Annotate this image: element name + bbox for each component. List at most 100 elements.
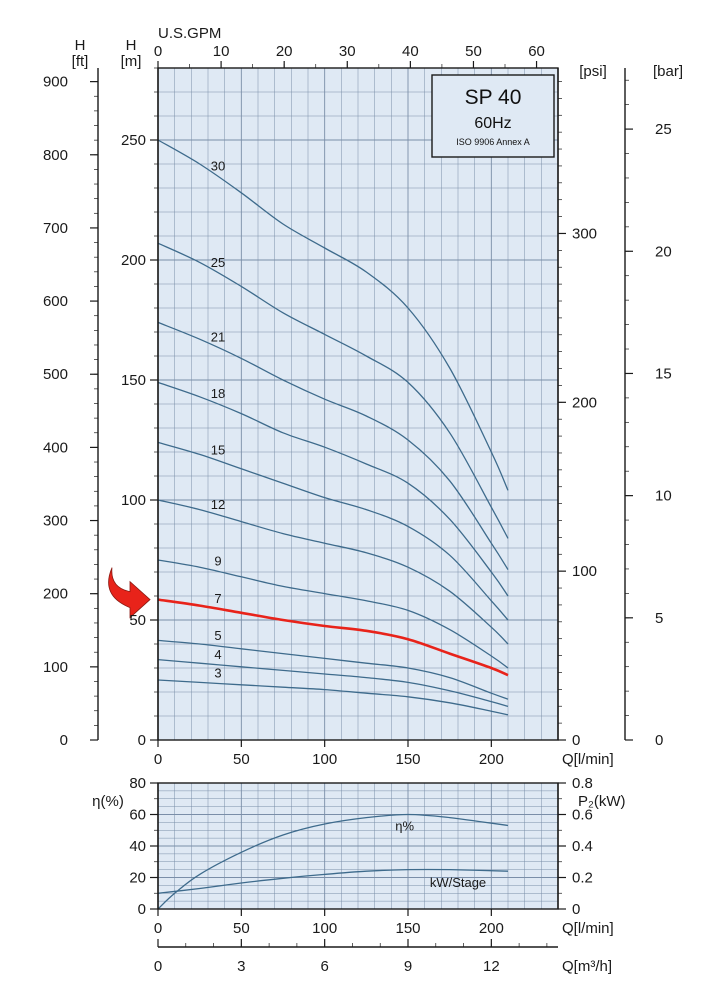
eff-q-axis-tick-label: 100 [312, 920, 337, 937]
ft-axis-tick-label: 800 [43, 147, 68, 164]
gpm-axis-tick-label: 20 [276, 43, 293, 60]
gpm-axis-tick-label: 60 [528, 43, 545, 60]
ft-axis-label: H [75, 37, 86, 54]
power-axis-tick-label: 0.6 [572, 807, 593, 824]
ft-axis-tick-label: 0 [60, 732, 68, 749]
highlight-arrow-icon [108, 567, 151, 619]
head-curve-7 [157, 598, 509, 677]
power-axis-tick-label: 0.8 [572, 775, 593, 792]
q-axis-tick-label: 150 [395, 751, 420, 768]
stage-label-18: 18 [211, 386, 225, 401]
eff-axis-tick-label: 40 [129, 838, 146, 855]
m-axis-unit: [m] [121, 53, 142, 70]
head-curve-9 [157, 559, 509, 669]
gpm-axis-tick-label: 30 [339, 43, 356, 60]
q-axis-tick-label: 100 [312, 751, 337, 768]
head-curve-25 [157, 242, 509, 539]
m3h-axis-tick-label: 9 [404, 958, 412, 975]
stage-label-3: 3 [214, 665, 221, 680]
psi-axis-tick-label: 0 [572, 732, 580, 749]
stage-label-21: 21 [211, 330, 225, 345]
eff-axis-tick-label: 0 [138, 901, 146, 918]
title-box [431, 74, 555, 158]
bar-axis-tick-label: 0 [655, 732, 663, 749]
eff-q-axis-tick-label: 50 [233, 920, 250, 937]
power-curve-label: kW/Stage [430, 875, 486, 890]
power-curve [157, 868, 509, 894]
m-axis-tick-label: 200 [121, 252, 146, 269]
m-axis-label: H [126, 37, 137, 54]
gpm-axis-label: U.S.GPM [158, 25, 221, 42]
bar-axis-tick-label: 5 [655, 610, 663, 627]
bar-axis-unit: [bar] [653, 63, 683, 80]
efficiency-curve-label: η% [395, 818, 414, 833]
m-axis-tick-label: 100 [121, 492, 146, 509]
ft-axis-tick-label: 400 [43, 439, 68, 456]
ft-axis-tick-label: 900 [43, 74, 68, 91]
power-axis-tick-label: 0.2 [572, 870, 593, 887]
eff-q-axis-tick-label: 200 [479, 920, 504, 937]
bar-axis-tick-label: 20 [655, 243, 672, 260]
head-curve-4 [157, 658, 509, 708]
gpm-axis-tick-label: 40 [402, 43, 419, 60]
ft-axis-unit: [ft] [72, 53, 89, 70]
m3h-axis-label: Q[m³/h] [562, 958, 612, 975]
psi-axis-tick-label: 100 [572, 563, 597, 580]
power-axis-label: P₂(kW) [578, 793, 625, 810]
psi-axis-tick-label: 300 [572, 225, 597, 242]
psi-axis-unit: [psi] [579, 63, 607, 80]
head-curve-12 [157, 499, 509, 645]
gpm-axis-tick-label: 50 [465, 43, 482, 60]
bar-axis-tick-label: 15 [655, 365, 672, 382]
m-axis-tick-label: 150 [121, 372, 146, 389]
ft-axis-tick-label: 300 [43, 513, 68, 530]
efficiency-curve [157, 813, 509, 910]
m3h-axis-tick-label: 6 [320, 958, 328, 975]
head-curve-21 [157, 321, 509, 570]
head-curve-5 [157, 639, 509, 700]
chart-frequency: 60Hz [474, 115, 511, 132]
m3h-axis-tick-label: 3 [237, 958, 245, 975]
m-axis-tick-label: 50 [129, 612, 146, 629]
head-curve-3 [157, 679, 509, 716]
head-curve-30 [157, 139, 509, 491]
stage-label-12: 12 [211, 497, 225, 512]
q-axis-tick-label: 0 [154, 751, 162, 768]
psi-axis-tick-label: 200 [572, 394, 597, 411]
stage-label-25: 25 [211, 255, 225, 270]
bar-axis-tick-label: 10 [655, 488, 672, 505]
eff-axis-tick-label: 20 [129, 870, 146, 887]
power-axis-tick-label: 0.4 [572, 838, 593, 855]
bar-axis-tick-label: 25 [655, 121, 672, 138]
q-axis-tick-label: 50 [233, 751, 250, 768]
stage-label-5: 5 [214, 628, 221, 643]
stage-label-7: 7 [214, 591, 221, 606]
power-axis-tick-label: 0 [572, 901, 580, 918]
eff-axis-tick-label: 80 [129, 775, 146, 792]
ft-axis-tick-label: 200 [43, 586, 68, 603]
head-curve-15 [157, 441, 509, 621]
ft-axis-tick-label: 500 [43, 366, 68, 383]
head-curve-18 [157, 381, 509, 597]
gpm-axis-tick-label: 0 [154, 43, 162, 60]
m-axis-tick-label: 250 [121, 132, 146, 149]
eff-q-axis-tick-label: 0 [154, 920, 162, 937]
eff-axis-tick-label: 60 [129, 807, 146, 824]
ft-axis-tick-label: 100 [43, 659, 68, 676]
m-axis-tick-label: 0 [138, 732, 146, 749]
stage-label-9: 9 [214, 553, 221, 568]
chart-title: SP 40 [465, 86, 522, 109]
q-axis-tick-label: 200 [479, 751, 504, 768]
q-axis-label: Q[l/min] [562, 751, 614, 768]
m3h-axis-tick-label: 0 [154, 958, 162, 975]
gpm-axis-tick-label: 10 [213, 43, 230, 60]
ft-axis-tick-label: 600 [43, 293, 68, 310]
eff-q-axis-label: Q[l/min] [562, 920, 614, 937]
stage-label-4: 4 [214, 647, 221, 662]
stage-label-30: 30 [211, 159, 225, 174]
eff-q-axis-tick-label: 150 [395, 920, 420, 937]
eff-axis-label: η(%) [92, 793, 124, 810]
m3h-axis-tick-label: 12 [483, 958, 500, 975]
stage-label-15: 15 [211, 443, 225, 458]
